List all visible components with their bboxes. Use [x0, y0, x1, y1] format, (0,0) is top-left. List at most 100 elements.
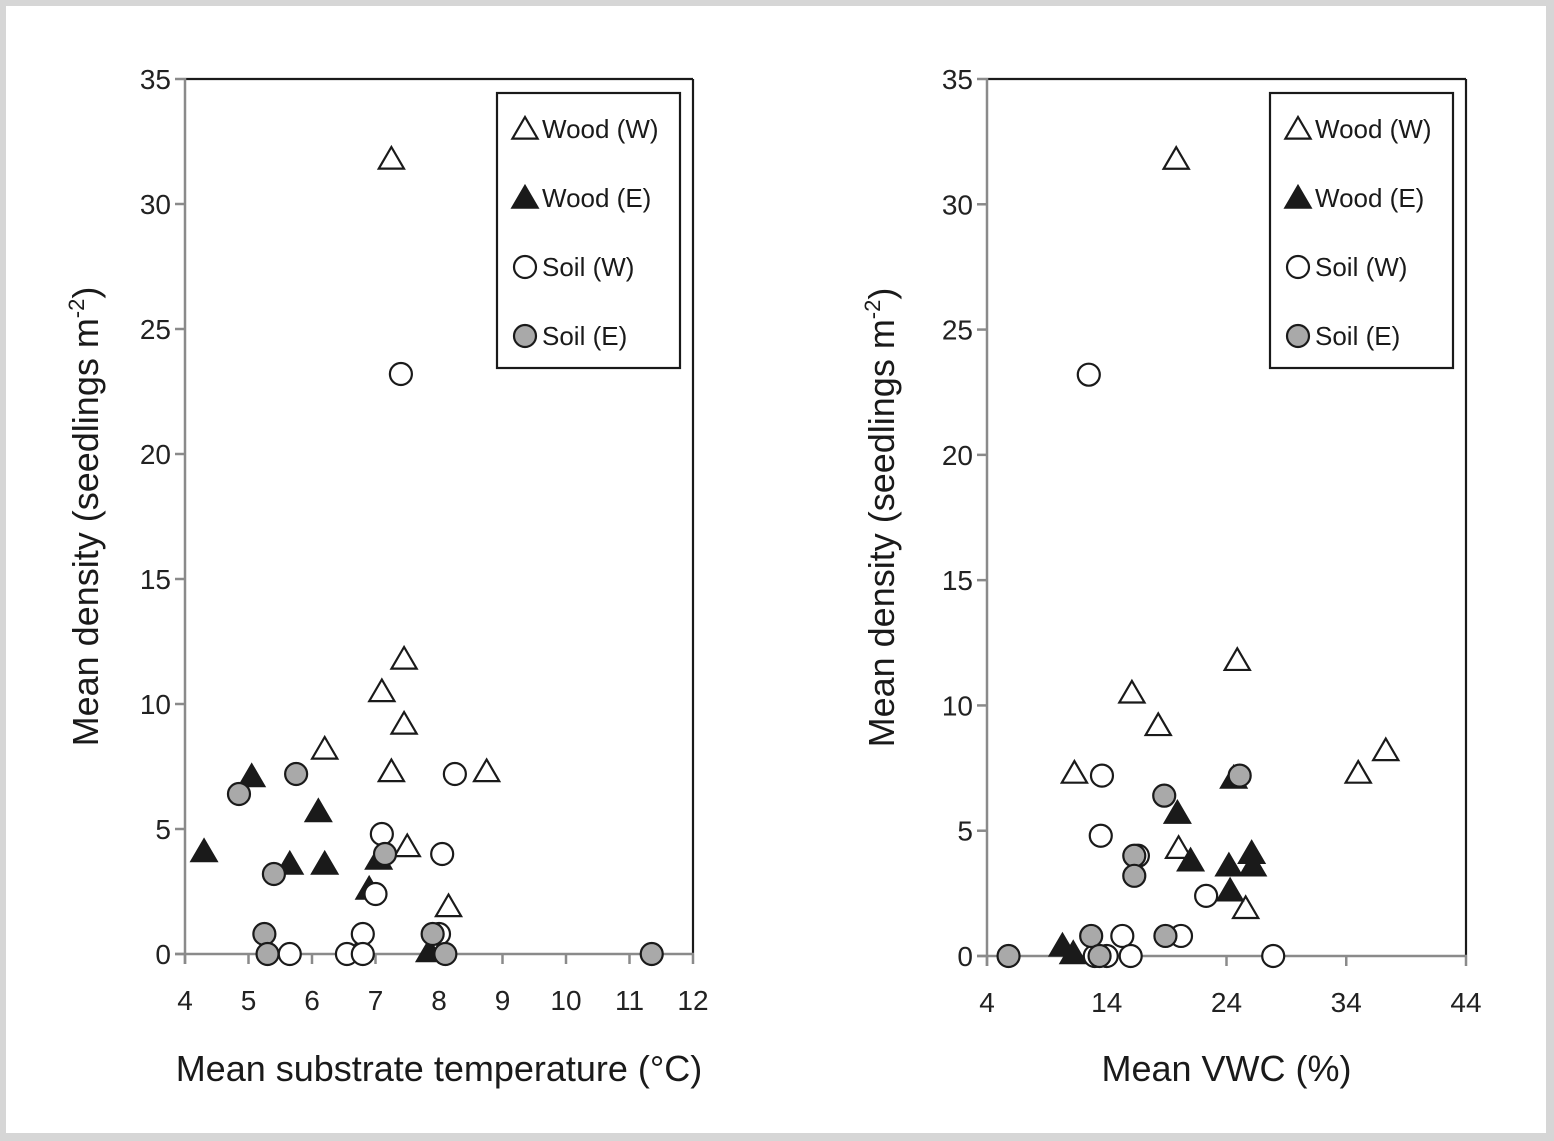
data-point [434, 892, 464, 918]
data-point [1161, 144, 1191, 170]
legend-marker [512, 323, 538, 349]
data-point [376, 144, 406, 170]
x-tick-label: 14 [1091, 987, 1122, 1018]
data-point [350, 921, 375, 947]
x-axis-title: Mean substrate temperature (°C) [176, 1048, 703, 1089]
series-soil-e [226, 761, 664, 967]
data-point [1122, 863, 1147, 888]
legend-label: Soil (E) [1315, 321, 1400, 351]
legend-item: Wood (W) [1283, 114, 1432, 144]
x-tick-label: 11 [615, 985, 644, 1016]
legend-item: Soil (W) [512, 252, 634, 282]
data-point [1076, 362, 1101, 387]
legend-label: Wood (W) [542, 114, 659, 144]
data-point [1122, 843, 1147, 868]
legend-item: Wood (W) [510, 114, 659, 144]
series-wood-e [1047, 763, 1268, 965]
data-point [277, 941, 302, 967]
x-tick-label: 7 [368, 985, 384, 1016]
data-point [310, 734, 340, 760]
legend-marker [510, 114, 540, 140]
data-point [372, 841, 398, 867]
temperature-scatter-panel: 0 5 10 15 20 25 30 35 4 5 6 7 8 9 10 11 12 Mean substrate… [64, 64, 709, 1089]
data-point [392, 832, 422, 858]
x-tick-label: 8 [431, 985, 447, 1016]
data-point [389, 709, 419, 735]
legend-item: Soil (W) [1285, 252, 1407, 282]
y-tick-label: 0 [957, 941, 973, 972]
y-tick-label: 25 [140, 314, 171, 345]
legend-label: Soil (E) [542, 321, 627, 351]
y-tick-label: 10 [942, 690, 973, 721]
series-soil-w [1076, 362, 1286, 969]
data-point [472, 757, 502, 783]
series-wood-w [310, 144, 502, 918]
y-tick-label: 35 [140, 64, 171, 95]
x-tick-label: 44 [1450, 987, 1481, 1018]
data-point [1176, 846, 1206, 872]
x-tick-label: 12 [677, 985, 708, 1016]
data-point [189, 837, 219, 863]
data-point [369, 821, 394, 847]
y-tick-label: 20 [140, 439, 171, 470]
data-point [255, 941, 280, 967]
data-point [350, 941, 375, 967]
data-point [1088, 823, 1113, 848]
y-tick-label: 10 [140, 689, 171, 720]
data-point [1118, 943, 1143, 969]
data-point [1058, 939, 1088, 965]
data-point [376, 757, 406, 783]
y-tick-label: 25 [942, 315, 973, 346]
data-point [433, 941, 458, 967]
legend-marker [1285, 254, 1311, 280]
legend-marker [1285, 323, 1311, 349]
x-tick-label: 5 [241, 985, 257, 1016]
data-point [1079, 923, 1104, 949]
x-tick-label: 9 [495, 985, 511, 1016]
x-tick-label: 4 [177, 985, 193, 1016]
data-point [388, 361, 413, 387]
data-point [237, 762, 267, 788]
data-point [1238, 851, 1268, 877]
data-point [1214, 851, 1244, 877]
legend-label: Wood (W) [1315, 114, 1432, 144]
legend-marker [1283, 183, 1313, 209]
series-soil-w [277, 361, 467, 967]
y-tick-label: 30 [140, 189, 171, 220]
legend-label: Wood (E) [542, 183, 651, 213]
data-point [1089, 763, 1115, 788]
legend-item: Soil (E) [1285, 321, 1400, 351]
y-tick-label: 15 [140, 564, 171, 595]
data-point [226, 781, 252, 807]
y-tick-label: 5 [957, 816, 973, 847]
data-point [1059, 758, 1089, 784]
data-point [1143, 711, 1173, 737]
data-point [1231, 894, 1261, 920]
y-tick-label: 30 [942, 189, 973, 220]
data-point [1194, 883, 1219, 908]
x-tick-label: 6 [304, 985, 320, 1016]
data-point [1110, 923, 1135, 949]
data-point [284, 761, 309, 787]
data-point [367, 677, 397, 703]
data-point [430, 841, 455, 867]
legend-marker [1283, 114, 1313, 140]
series-soil-e [996, 763, 1252, 969]
data-point [442, 761, 467, 787]
y-axis-title: Mean density (seedlings m-2) [860, 288, 902, 748]
legend-item: Wood (E) [1283, 183, 1424, 213]
x-tick-label: 34 [1331, 987, 1362, 1018]
data-point [1164, 834, 1194, 859]
y-tick-label: 5 [155, 814, 171, 845]
legend: Wood (W) Wood (E) Soil (W) Soil (E) [1268, 91, 1455, 370]
data-point [1227, 763, 1252, 788]
x-tick-label: 10 [550, 985, 581, 1016]
data-point [1152, 783, 1177, 808]
x-tick-label: 24 [1211, 987, 1242, 1018]
legend-label: Wood (E) [1315, 183, 1424, 213]
figure: 0 5 10 15 20 25 30 35 4 5 6 7 8 9 10 11 12 Mean substrate… [64, 64, 1482, 1089]
vwc-scatter-panel: 0 5 10 15 20 25 30 35 4 14 24 34 44 Mean VWC (%) Mean … [860, 64, 1482, 1089]
data-point [252, 921, 277, 947]
y-tick-label: 35 [942, 64, 973, 95]
data-point [1215, 876, 1245, 902]
